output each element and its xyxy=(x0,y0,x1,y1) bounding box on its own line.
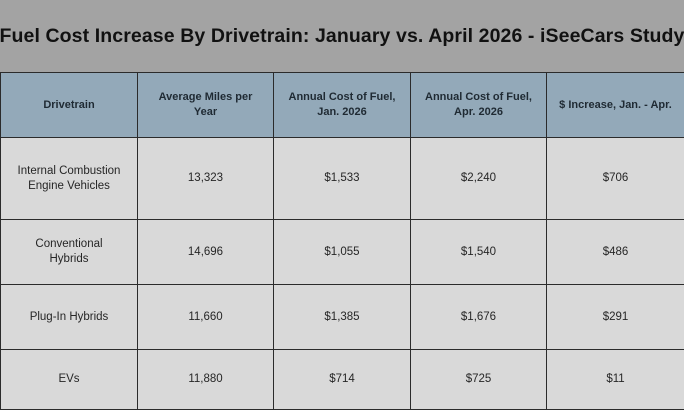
cell-average-miles: 11,660 xyxy=(137,284,274,350)
cell-cost-jan: $1,533 xyxy=(273,137,411,220)
cell-cost-jan: $1,055 xyxy=(273,219,411,285)
header-cost-jan: Annual Cost of Fuel, Jan. 2026 xyxy=(273,72,411,138)
cell-increase: $11 xyxy=(546,349,684,410)
table-header-row: Drivetrain Average Miles per Year Annual… xyxy=(0,72,684,138)
cell-average-miles: 13,323 xyxy=(137,137,274,220)
cell-drivetrain: Conventional Hybrids xyxy=(0,219,138,285)
cell-increase: $486 xyxy=(546,219,684,285)
cell-cost-apr: $2,240 xyxy=(410,137,547,220)
fuel-cost-table: Drivetrain Average Miles per Year Annual… xyxy=(0,72,684,410)
title-bar: Fuel Cost Increase By Drivetrain: Januar… xyxy=(0,0,684,72)
cell-cost-apr: $725 xyxy=(410,349,547,410)
cell-increase: $291 xyxy=(546,284,684,350)
cell-drivetrain: EVs xyxy=(0,349,138,410)
header-increase: $ Increase, Jan. - Apr. xyxy=(546,72,684,138)
table-row: Conventional Hybrids 14,696 $1,055 $1,54… xyxy=(0,219,684,285)
cell-cost-apr: $1,540 xyxy=(410,219,547,285)
cell-increase: $706 xyxy=(546,137,684,220)
header-average-miles: Average Miles per Year xyxy=(137,72,274,138)
table-row: EVs 11,880 $714 $725 $11 xyxy=(0,349,684,410)
table-row: Plug-In Hybrids 11,660 $1,385 $1,676 $29… xyxy=(0,284,684,350)
page-title: Fuel Cost Increase By Drivetrain: Januar… xyxy=(0,24,684,47)
header-drivetrain: Drivetrain xyxy=(0,72,138,138)
cell-drivetrain: Internal Combustion Engine Vehicles xyxy=(0,137,138,220)
cell-cost-jan: $1,385 xyxy=(273,284,411,350)
header-cost-apr: Annual Cost of Fuel, Apr. 2026 xyxy=(410,72,547,138)
cell-average-miles: 14,696 xyxy=(137,219,274,285)
table-row: Internal Combustion Engine Vehicles 13,3… xyxy=(0,137,684,220)
cell-cost-apr: $1,676 xyxy=(410,284,547,350)
cell-drivetrain: Plug-In Hybrids xyxy=(0,284,138,350)
cell-cost-jan: $714 xyxy=(273,349,411,410)
cell-average-miles: 11,880 xyxy=(137,349,274,410)
